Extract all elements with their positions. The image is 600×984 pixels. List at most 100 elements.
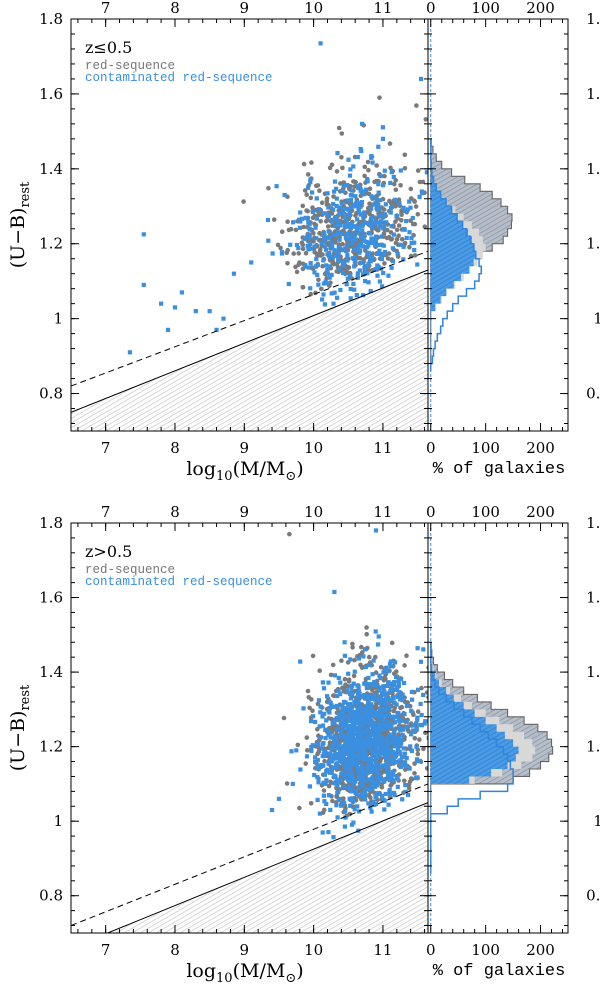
contaminated-point <box>407 230 412 235</box>
red-sequence-point <box>305 688 311 694</box>
contaminated-point <box>395 746 401 752</box>
contaminated-point <box>323 748 328 754</box>
contaminated-point <box>363 751 368 756</box>
y-tick-label-right: 1.2 <box>586 235 600 253</box>
contaminated-point <box>383 249 388 255</box>
red-sequence-point <box>340 165 345 171</box>
contaminated-point <box>389 750 394 755</box>
contaminated-point <box>276 796 282 801</box>
contaminated-point <box>369 702 374 707</box>
contaminated-point <box>385 683 390 689</box>
x-tick-label: 7 <box>101 941 111 959</box>
red-sequence-point <box>320 263 325 269</box>
contaminated-point <box>365 703 370 708</box>
red-sequence-point <box>333 240 338 245</box>
contaminated-point <box>339 201 344 206</box>
contaminated-point <box>382 690 387 695</box>
contaminated-point <box>350 241 355 246</box>
contaminated-point <box>306 220 311 225</box>
contaminated-point <box>354 713 359 719</box>
contaminated-point <box>316 282 321 287</box>
y-tick-label: 0.8 <box>39 385 63 403</box>
contaminated-point <box>393 660 398 665</box>
contaminated-point <box>373 759 378 765</box>
contaminated-point <box>375 273 380 278</box>
contaminated-point <box>330 245 335 251</box>
contaminated-point <box>366 280 371 285</box>
contaminated-point <box>353 789 358 794</box>
contaminated-point <box>345 727 350 732</box>
contaminated-point <box>312 772 317 778</box>
contaminated-point <box>341 725 346 730</box>
red-sequence-point <box>338 181 343 186</box>
contaminated-point <box>315 775 320 780</box>
contaminated-point <box>334 765 339 770</box>
contaminated-point <box>332 756 338 761</box>
scatter-area <box>71 528 428 933</box>
contaminated-point <box>369 154 374 159</box>
contaminated-point <box>334 762 339 767</box>
contaminated-point <box>336 257 341 262</box>
red-sequence-point <box>415 709 421 714</box>
contaminated-point <box>376 749 381 754</box>
scatter-area <box>71 41 428 431</box>
contaminated-point <box>426 735 428 740</box>
contaminated-point <box>352 204 357 209</box>
contaminated-point <box>326 732 331 738</box>
contaminated-point <box>319 762 324 768</box>
contaminated-point <box>358 242 363 247</box>
contaminated-point <box>335 295 340 300</box>
contaminated-point <box>371 202 376 207</box>
red-sequence-point <box>394 227 400 233</box>
red-sequence-point <box>324 198 330 204</box>
contaminated-point <box>361 757 366 762</box>
contaminated-point <box>336 221 341 226</box>
contaminated-point <box>355 804 360 809</box>
contaminated-point <box>331 835 336 840</box>
contaminated-point <box>418 722 423 728</box>
contaminated-point <box>354 293 359 298</box>
contaminated-point <box>349 769 354 774</box>
contaminated-point <box>362 210 367 215</box>
contaminated-point <box>363 220 368 225</box>
contaminated-point <box>346 751 351 756</box>
contaminated-point <box>355 706 360 711</box>
contaminated-point <box>404 235 409 240</box>
contaminated-point <box>368 805 373 810</box>
contaminated-point <box>321 258 326 263</box>
contaminated-point <box>330 743 335 748</box>
contaminated-point <box>394 674 399 680</box>
contaminated-point <box>297 217 302 222</box>
contaminated-point <box>343 235 348 240</box>
contaminated-point <box>332 704 337 709</box>
x-axis-label-part: (M/M <box>233 960 286 982</box>
contaminated-point <box>344 219 349 224</box>
y-axis-label: (U−B)rest <box>7 684 33 771</box>
contaminated-point <box>399 694 404 699</box>
contaminated-point <box>351 281 356 286</box>
red-sequence-point <box>304 735 310 740</box>
contaminated-point <box>327 710 332 715</box>
contaminated-point <box>388 210 393 215</box>
x-tick-label: 8 <box>170 941 180 959</box>
contaminated-point <box>409 708 414 713</box>
contaminated-point <box>310 209 315 214</box>
red-sequence-point <box>382 173 387 179</box>
contaminated-point <box>325 694 330 699</box>
red-sequence-point <box>294 269 300 275</box>
contaminated-point <box>389 664 394 669</box>
contaminated-point <box>400 797 405 802</box>
contaminated-point <box>375 752 380 757</box>
contaminated-point <box>355 698 360 703</box>
contaminated-outline-histogram <box>429 642 514 874</box>
contaminated-point <box>214 327 219 332</box>
contaminated-point <box>394 702 399 707</box>
contaminated-point <box>366 697 371 703</box>
contaminated-point <box>377 279 382 284</box>
contaminated-point <box>381 183 386 188</box>
contaminated-point <box>323 727 328 732</box>
contaminated-point <box>350 743 355 748</box>
contaminated-point <box>382 727 387 732</box>
contaminated-point <box>325 235 330 240</box>
red-sequence-point <box>321 807 327 813</box>
